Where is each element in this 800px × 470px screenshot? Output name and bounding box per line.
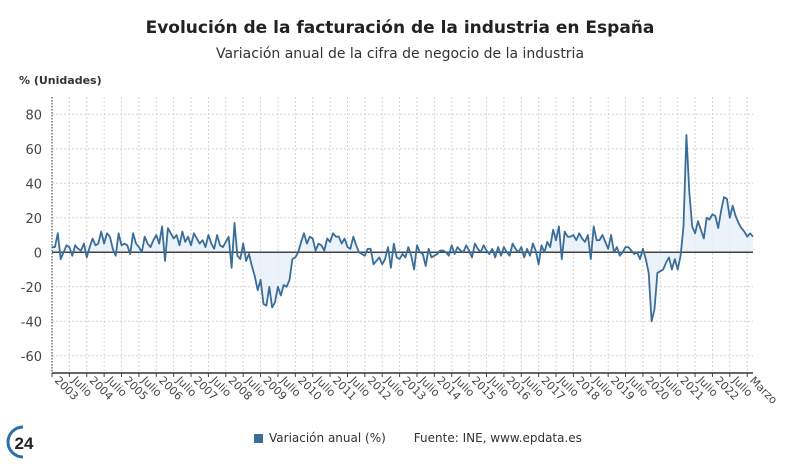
y-tick-label: 60: [25, 143, 42, 158]
y-tick-label: -60: [21, 350, 42, 365]
y-tick-label: 20: [25, 212, 42, 227]
chart-subtitle: Variación anual de la cifra de negocio d…: [215, 46, 585, 62]
series-area: [52, 134, 753, 322]
y-tick-label: 0: [34, 246, 42, 261]
y-tick-label: -40: [21, 315, 42, 330]
series-line: [52, 133, 754, 323]
svg-text:24: 24: [15, 434, 34, 453]
logo-24-icon: 24: [6, 425, 34, 459]
legend-swatch: [254, 433, 263, 443]
legend: Variación anual (%) Fuente: INE, www.epd…: [254, 431, 582, 445]
y-axis-label: % (Unidades): [19, 74, 102, 87]
legend-label: Variación anual (%): [269, 431, 386, 445]
source-text: Fuente: INE, www.epdata.es: [413, 431, 582, 445]
chart-title: Evolución de la facturación de la indust…: [145, 18, 655, 38]
y-tick-label: 80: [25, 108, 42, 123]
y-tick-label: -20: [21, 281, 42, 296]
y-tick-label: 40: [25, 177, 42, 192]
